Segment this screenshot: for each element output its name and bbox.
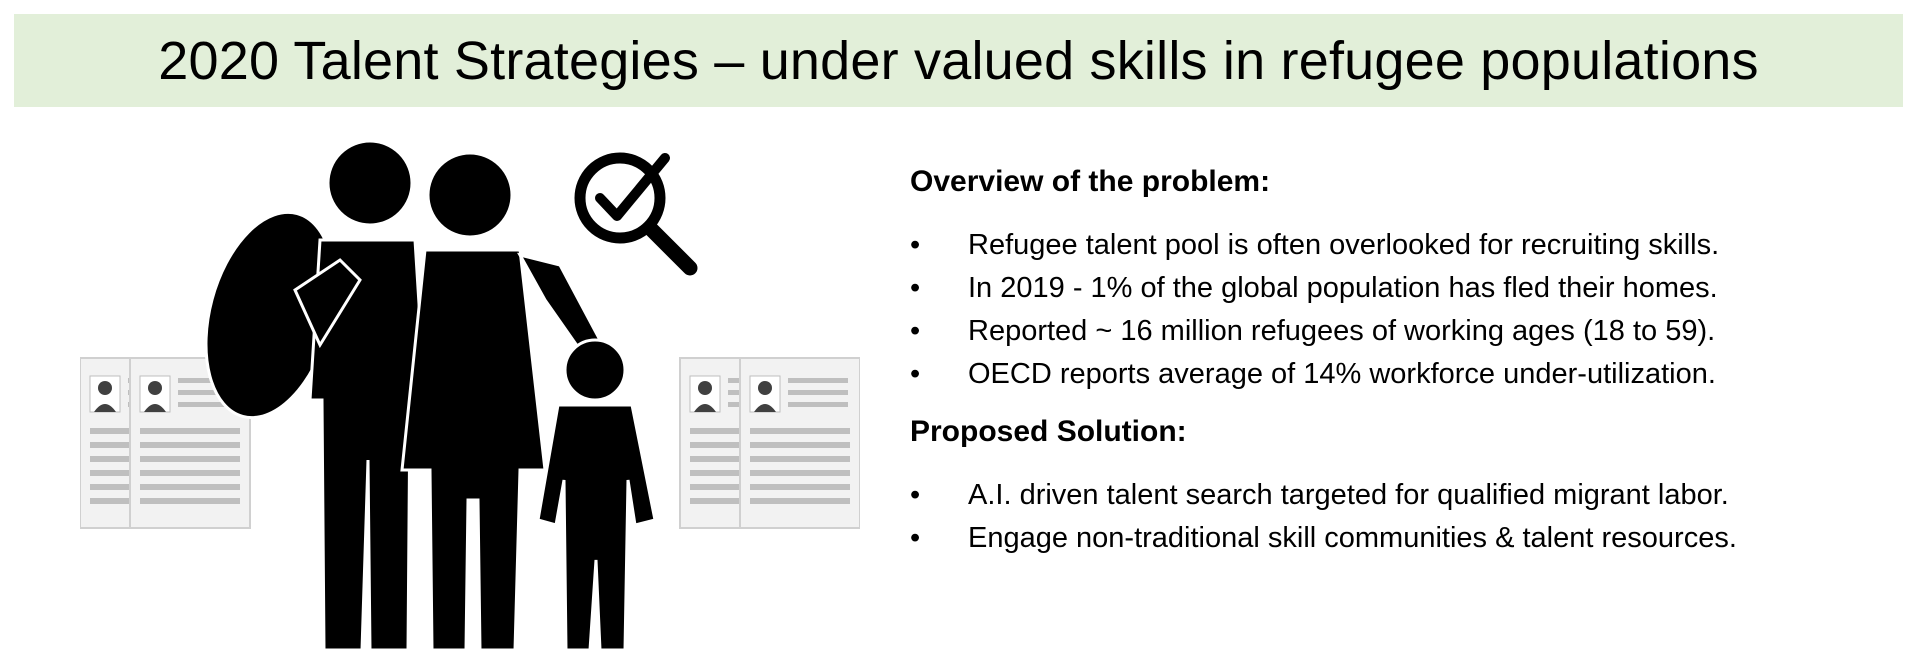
solution-heading: Proposed Solution: [910, 415, 1187, 448]
refugee-family-illustration [80, 140, 860, 650]
bullet-text: Engage non-traditional skill communities… [968, 522, 1737, 554]
content-panel: Overview of the problem: • Refugee talen… [910, 160, 1900, 560]
bullet-marker: • [910, 229, 921, 261]
family-icon [204, 140, 657, 650]
slide-title: 2020 Talent Strategies – under valued sk… [158, 30, 1759, 91]
bullet-marker: • [910, 522, 921, 554]
list-item: • OECD reports average of 14% workforce … [910, 353, 1900, 396]
overview-list: • Refugee talent pool is often overlooke… [910, 224, 1900, 396]
bullet-text: In 2019 - 1% of the global population ha… [968, 272, 1718, 304]
list-item: • Reported ~ 16 million refugees of work… [910, 310, 1900, 353]
bullet-marker: • [910, 272, 921, 304]
bullet-marker: • [910, 315, 921, 347]
title-banner: 2020 Talent Strategies – under valued sk… [14, 14, 1903, 107]
list-item: • In 2019 - 1% of the global population … [910, 267, 1900, 310]
resume-icon [739, 357, 860, 529]
bullet-text: Refugee talent pool is often overlooked … [968, 229, 1720, 261]
list-item: • A.I. driven talent search targeted for… [910, 474, 1900, 517]
bullet-marker: • [910, 479, 921, 511]
magnifier-check-icon [574, 152, 698, 276]
bullet-text: OECD reports average of 14% workforce un… [968, 358, 1716, 390]
list-item: • Refugee talent pool is often overlooke… [910, 224, 1900, 267]
bullet-marker: • [910, 358, 921, 390]
bullet-text: A.I. driven talent search targeted for q… [968, 479, 1729, 511]
solution-list: • A.I. driven talent search targeted for… [910, 474, 1900, 560]
overview-heading: Overview of the problem: [910, 165, 1271, 198]
list-item: • Engage non-traditional skill communiti… [910, 517, 1900, 560]
bullet-text: Reported ~ 16 million refugees of workin… [968, 315, 1716, 347]
